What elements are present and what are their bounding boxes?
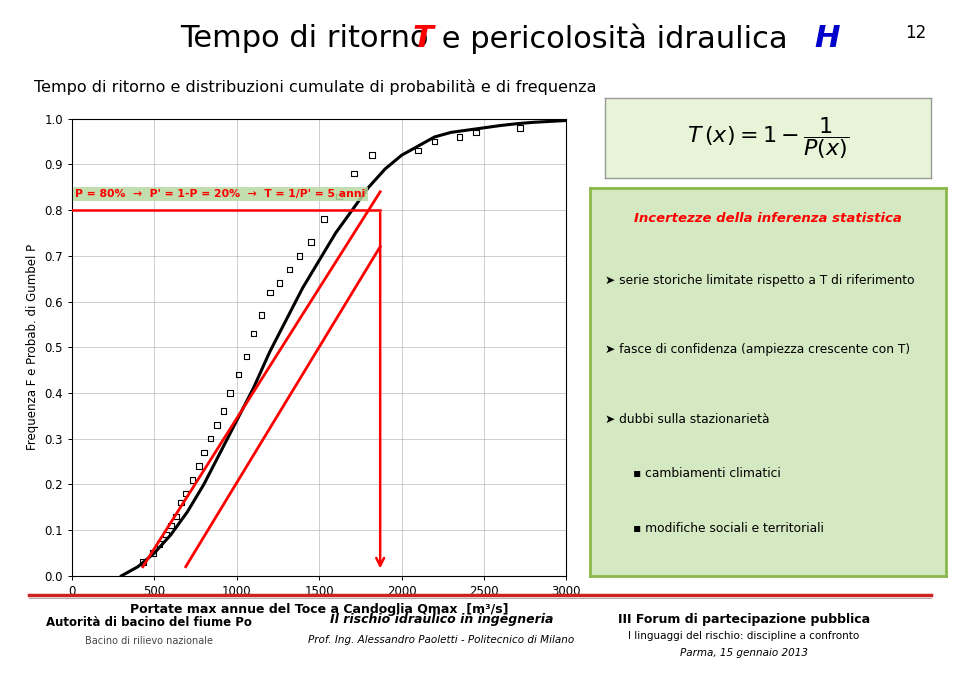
Text: ➤ fasce di confidenza (ampiezza crescente con T): ➤ fasce di confidenza (ampiezza crescent… (605, 343, 910, 357)
Point (451, 131, 467, 142)
Text: e pericolosità idraulica: e pericolosità idraulica (432, 23, 798, 54)
Point (168, 511, 183, 522)
Point (364, 149, 379, 161)
Point (272, 278, 287, 289)
Point (303, 237, 319, 248)
Text: P = 80%  →  P' = 1-P = 20%  →  T = 1/P' = 5 anni: P = 80% → P' = 1-P = 20% → T = 1/P' = 5 … (75, 188, 366, 199)
Text: Prof. Ing. Alessandro Paoletti - Politecnico di Milano: Prof. Ing. Alessandro Paoletti - Politec… (308, 635, 575, 645)
Text: Bacino di rilievo nazionale: Bacino di rilievo nazionale (84, 636, 213, 646)
Y-axis label: Frequenza F e Probab. di Gumbel P: Frequenza F e Probab. di Gumbel P (26, 244, 38, 450)
Point (173, 497, 188, 508)
Point (178, 488, 193, 499)
Point (184, 474, 200, 485)
Point (246, 328, 261, 339)
X-axis label: Portate max annue del Toce a Candoglia Qmax  [m³/s]: Portate max annue del Toce a Candoglia Q… (130, 604, 509, 616)
Point (158, 529, 174, 540)
Point (196, 447, 211, 458)
Text: Autorità di bacino del fiume Po: Autorità di bacino del fiume Po (46, 616, 252, 629)
Point (513, 122, 528, 133)
Point (317, 214, 332, 225)
Text: Parma, 15 gennaio 2013: Parma, 15 gennaio 2013 (680, 648, 808, 658)
Text: ▪ modifiche sociali e territoriali: ▪ modifiche sociali e territoriali (633, 521, 824, 535)
Text: H: H (814, 24, 840, 53)
Text: $T\,(x) = 1 - \dfrac{1}{P(x)}$: $T\,(x) = 1 - \dfrac{1}{P(x)}$ (686, 115, 850, 161)
Point (347, 168, 362, 179)
Text: Incertezze della inferenza statistica: Incertezze della inferenza statistica (634, 211, 902, 225)
Point (468, 127, 484, 138)
Text: T: T (413, 24, 434, 53)
Point (262, 287, 277, 298)
Text: III Forum di partecipazione pubblica: III Forum di partecipazione pubblica (618, 613, 870, 625)
Point (135, 556, 151, 567)
Text: I linguaggi del rischio: discipline a confronto: I linguaggi del rischio: discipline a co… (629, 631, 859, 641)
Text: ➤ dubbi sulla stazionarietà: ➤ dubbi sulla stazionarietà (605, 413, 769, 426)
Point (209, 419, 225, 431)
Point (253, 310, 269, 321)
Text: 12: 12 (905, 24, 926, 43)
Text: Tempo di ritorno e distribuzioni cumulate di probabilità e di frequenza: Tempo di ritorno e distribuzioni cumulat… (34, 80, 596, 95)
Point (152, 538, 167, 549)
Point (410, 145, 425, 156)
Text: Il rischio idraulico in ingegneria: Il rischio idraulico in ingegneria (330, 613, 553, 625)
Point (163, 520, 179, 531)
Point (230, 369, 246, 380)
Text: ▪ cambiamenti climatici: ▪ cambiamenti climatici (633, 468, 780, 480)
Point (223, 387, 238, 399)
Point (427, 136, 443, 147)
Point (203, 433, 218, 445)
Point (145, 547, 160, 558)
Point (331, 191, 347, 202)
Text: ➤ serie storiche limitate rispetto a T di riferimento: ➤ serie storiche limitate rispetto a T d… (605, 274, 914, 287)
Point (292, 251, 307, 262)
Text: Tempo di ritorno: Tempo di ritorno (180, 24, 439, 53)
Point (239, 351, 254, 362)
Point (282, 264, 298, 275)
Point (191, 461, 206, 472)
Point (216, 406, 231, 417)
